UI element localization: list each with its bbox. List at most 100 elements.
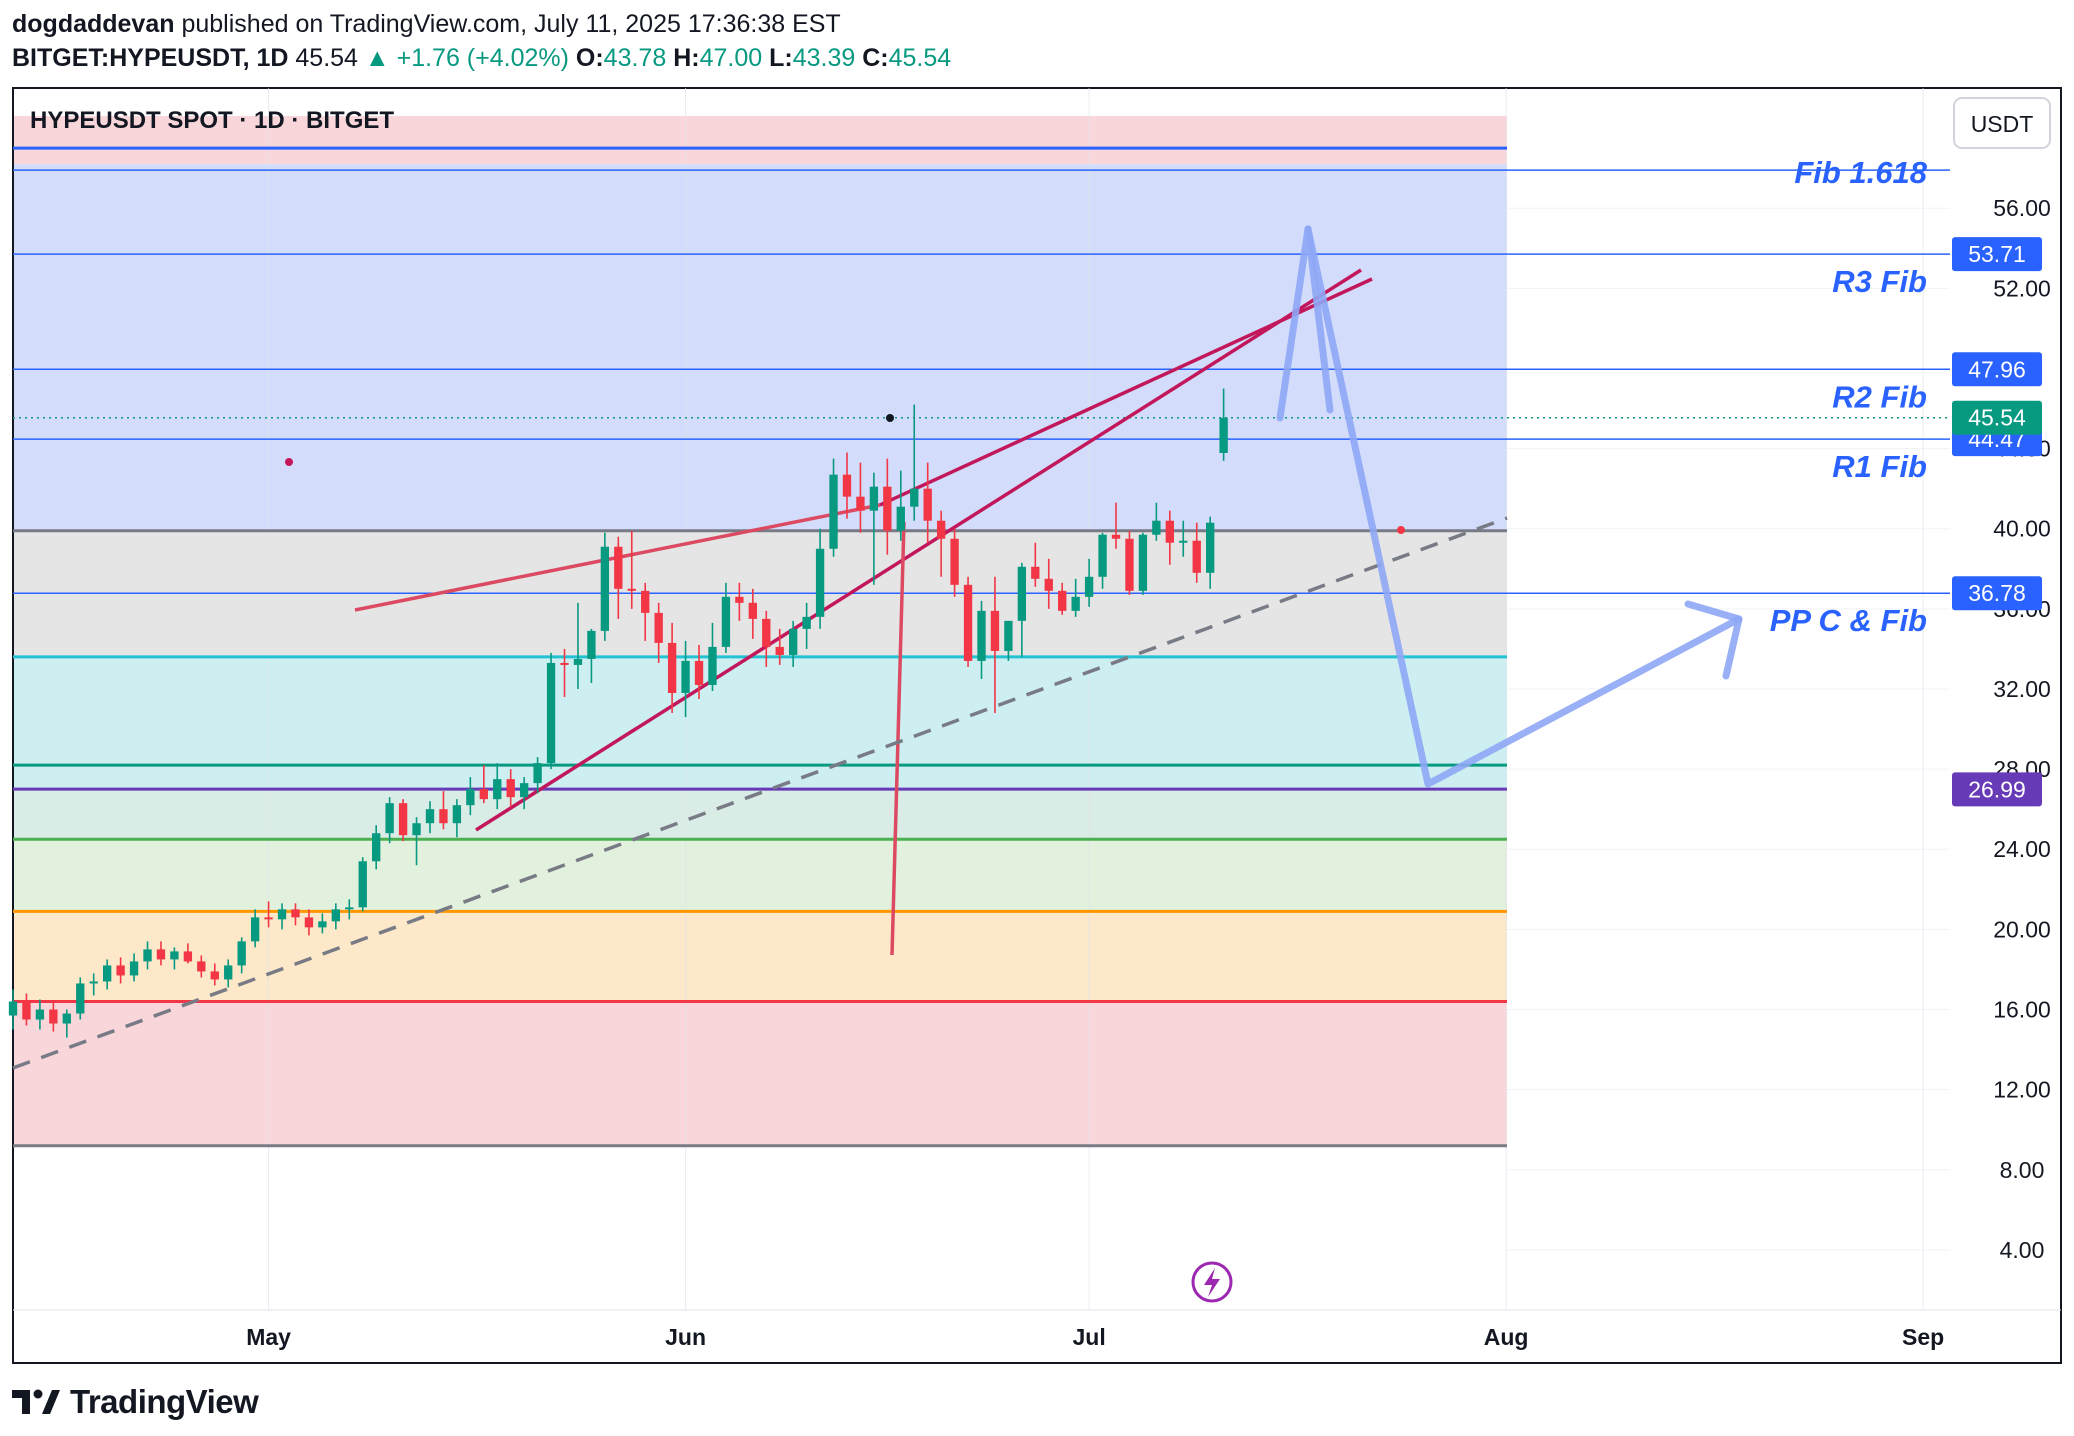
candle[interactable] xyxy=(62,1009,71,1038)
candle[interactable] xyxy=(102,959,112,990)
candle[interactable] xyxy=(910,404,919,521)
candle[interactable] xyxy=(681,640,690,718)
candle[interactable] xyxy=(250,909,260,948)
candle[interactable] xyxy=(762,610,771,667)
candle[interactable] xyxy=(815,528,825,629)
candle[interactable] xyxy=(1044,558,1053,609)
candle[interactable] xyxy=(210,963,219,986)
candle[interactable] xyxy=(89,973,98,996)
candle[interactable] xyxy=(573,602,583,689)
candle[interactable] xyxy=(1179,520,1188,557)
candle[interactable] xyxy=(600,532,610,641)
candle[interactable] xyxy=(694,644,704,699)
candle[interactable] xyxy=(439,791,448,830)
projection-arrowhead[interactable] xyxy=(1684,600,1743,680)
candle[interactable] xyxy=(183,943,193,964)
candle[interactable] xyxy=(1058,582,1067,615)
candle[interactable] xyxy=(237,937,246,974)
candle[interactable] xyxy=(546,652,556,770)
candle[interactable] xyxy=(1152,502,1161,541)
candle[interactable] xyxy=(331,903,341,930)
candle[interactable] xyxy=(479,765,488,804)
candle[interactable] xyxy=(277,903,287,930)
candle[interactable] xyxy=(856,462,865,533)
candle[interactable] xyxy=(721,582,731,653)
candle[interactable] xyxy=(156,941,166,966)
candle[interactable] xyxy=(345,899,354,920)
candle[interactable] xyxy=(35,999,45,1030)
candle[interactable] xyxy=(197,955,206,978)
candle[interactable] xyxy=(1165,510,1174,565)
candle[interactable] xyxy=(385,797,394,844)
candle[interactable] xyxy=(493,763,502,810)
candle[interactable] xyxy=(1206,516,1215,589)
candle[interactable] xyxy=(116,957,125,984)
dashed-support-line[interactable] xyxy=(12,516,1508,1070)
candle[interactable] xyxy=(224,959,233,988)
candle[interactable] xyxy=(425,801,435,834)
candle[interactable] xyxy=(1084,558,1094,607)
candle[interactable] xyxy=(1017,562,1027,657)
candle[interactable] xyxy=(398,799,408,842)
candle[interactable] xyxy=(291,903,300,926)
candle[interactable] xyxy=(8,989,18,1030)
candle[interactable] xyxy=(614,536,623,619)
candle[interactable] xyxy=(412,817,421,866)
candle[interactable] xyxy=(950,528,959,597)
lightning-icon[interactable] xyxy=(1191,1261,1233,1303)
candle[interactable] xyxy=(1071,578,1080,617)
candle[interactable] xyxy=(708,622,717,691)
candle[interactable] xyxy=(358,857,367,912)
candle[interactable] xyxy=(587,628,596,683)
candle[interactable] xyxy=(304,909,314,936)
candle[interactable] xyxy=(76,977,85,1020)
candle[interactable] xyxy=(936,510,946,577)
candle[interactable] xyxy=(977,600,986,679)
currency-button[interactable]: USDT xyxy=(1953,97,2051,149)
candle[interactable] xyxy=(641,582,650,641)
candle[interactable] xyxy=(372,825,381,870)
candle[interactable] xyxy=(883,458,892,555)
candle[interactable] xyxy=(748,588,757,639)
candle[interactable] xyxy=(1138,532,1148,595)
candle[interactable] xyxy=(560,648,569,697)
author[interactable]: dogdaddevan xyxy=(12,10,175,38)
candle[interactable] xyxy=(519,777,529,810)
candle[interactable] xyxy=(1004,620,1013,661)
candle[interactable] xyxy=(170,947,179,970)
candle[interactable] xyxy=(1111,502,1121,549)
wedge-lower-line[interactable] xyxy=(475,268,1362,832)
candle[interactable] xyxy=(869,472,879,585)
time-axis[interactable]: May Jun Jul Aug Sep xyxy=(13,1309,2061,1350)
candle[interactable] xyxy=(1031,542,1040,587)
candle[interactable] xyxy=(533,757,542,794)
trendline-vertical[interactable] xyxy=(890,521,906,956)
candle[interactable] xyxy=(842,452,852,519)
candle[interactable] xyxy=(735,582,744,621)
candle[interactable] xyxy=(654,602,663,663)
candle[interactable] xyxy=(990,576,1000,714)
candle[interactable] xyxy=(22,993,31,1026)
candle[interactable] xyxy=(452,799,462,838)
candle[interactable] xyxy=(143,941,152,970)
candle[interactable] xyxy=(775,628,784,665)
candle[interactable] xyxy=(1192,522,1201,583)
candle[interactable] xyxy=(802,602,811,649)
candle[interactable] xyxy=(264,901,273,928)
candle[interactable] xyxy=(789,620,798,667)
candle[interactable] xyxy=(318,913,327,934)
candle[interactable] xyxy=(667,622,677,714)
candle[interactable] xyxy=(627,530,636,609)
projection-arrow-down[interactable] xyxy=(1304,225,1743,788)
candle[interactable] xyxy=(1098,532,1107,589)
candle[interactable] xyxy=(1219,388,1228,461)
candle[interactable] xyxy=(129,953,139,982)
projection-path[interactable] xyxy=(1276,225,1743,788)
candle[interactable] xyxy=(466,777,475,816)
candle[interactable] xyxy=(506,769,515,808)
candle[interactable] xyxy=(923,462,932,543)
candle[interactable] xyxy=(49,1001,58,1032)
candle[interactable] xyxy=(1125,530,1134,595)
candle[interactable] xyxy=(896,470,905,541)
